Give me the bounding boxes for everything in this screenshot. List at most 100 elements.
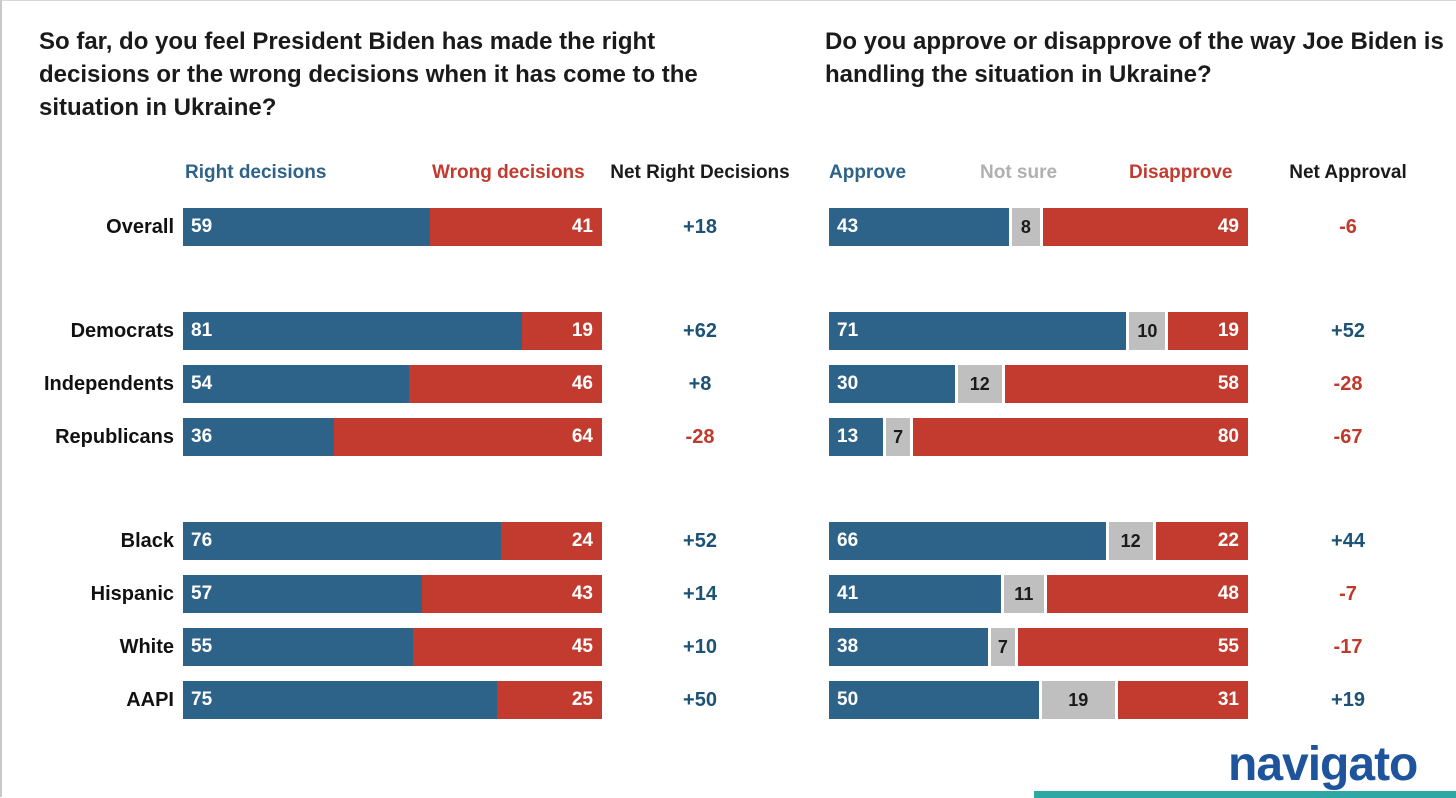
bar-value: 8 — [1020, 216, 1031, 237]
stacked-bar: 30 12 58 — [829, 365, 1248, 403]
net-value: +62 — [683, 319, 717, 342]
navigator-logo: navigato — [1228, 738, 1418, 791]
bar-rows-left: Overall 59 41 +18 Democrats 81 19 +62 Independen… — [13, 208, 809, 719]
stacked-bar: 57 43 — [183, 575, 602, 613]
bar-segment-disapprove: 22 — [1155, 522, 1248, 560]
stacked-bar: 75 25 — [183, 681, 602, 719]
bar-value: 81 — [191, 320, 213, 341]
bar-segment-right-decisions: 54 — [183, 365, 410, 403]
bar-value: 31 — [1217, 689, 1239, 710]
bar-value: 55 — [191, 636, 213, 657]
chart-row: Democrats 81 19 +62 — [13, 312, 809, 350]
chart-row: 30 12 58 -28 — [829, 365, 1448, 403]
stacked-bar: 55 45 — [183, 628, 602, 666]
category-label: Black — [120, 529, 174, 552]
net-value: -28 — [1333, 372, 1363, 395]
bar-segment-wrong-decisions: 24 — [501, 522, 602, 560]
group-spacer — [13, 471, 809, 522]
net-value: -17 — [1333, 635, 1363, 658]
bar-segment-right-decisions: 75 — [183, 681, 498, 719]
category-label: Democrats — [70, 319, 174, 342]
net-value: +50 — [683, 688, 717, 711]
bar-value: 10 — [1137, 320, 1158, 341]
chart-row: Republicans 36 64 -28 — [13, 418, 809, 456]
bar-segment-right-decisions: 36 — [183, 418, 334, 456]
category-label: Hispanic — [90, 582, 174, 605]
column-headers-right: Approve Not sure Disapprove Net Approval — [829, 162, 1448, 186]
bar-segment-not-sure: 7 — [988, 628, 1018, 666]
chart-row: Independents 54 46 +8 — [13, 365, 809, 403]
chart-row: 50 19 31 +19 — [829, 681, 1448, 719]
stacked-bar: 38 7 55 — [829, 628, 1248, 666]
stacked-bar: 66 12 22 — [829, 522, 1248, 560]
bar-value: 19 — [571, 320, 593, 341]
bar-segment-approve: 50 — [829, 681, 1039, 719]
net-value: -28 — [685, 425, 715, 448]
bar-segment-disapprove: 19 — [1168, 312, 1248, 350]
series-header-not-sure: Not sure — [980, 162, 1058, 183]
bar-segment-not-sure: 11 — [1000, 575, 1047, 613]
group-spacer — [829, 261, 1448, 312]
stacked-bar: 36 64 — [183, 418, 602, 456]
bar-value: 49 — [1217, 216, 1239, 237]
bar-segment-wrong-decisions: 25 — [497, 681, 602, 719]
bar-value: 48 — [1217, 583, 1239, 604]
bar-segment-right-decisions: 55 — [183, 628, 414, 666]
bar-value: 41 — [837, 583, 859, 604]
stacked-bar: 41 11 48 — [829, 575, 1248, 613]
bar-value: 41 — [571, 216, 593, 237]
bar-segment-right-decisions: 57 — [183, 575, 422, 613]
bar-value: 54 — [191, 373, 213, 394]
bar-segment-wrong-decisions: 41 — [430, 208, 602, 246]
bar-value: 57 — [191, 583, 213, 604]
chart-right-wrong-decisions: Right decisions Wrong decisions Net Righ… — [13, 162, 809, 734]
bar-segment-not-sure: 10 — [1126, 312, 1169, 350]
question-title-approval: Do you approve or disapprove of the way … — [825, 28, 1444, 88]
bar-rows-right: 43 8 49 -6 71 10 19 +52 30 12 58 -28 13 7 80 -67 66 12 22 +… — [829, 208, 1448, 719]
net-value: +18 — [683, 215, 717, 238]
net-value: +44 — [1331, 529, 1365, 552]
bar-segment-approve: 71 — [829, 312, 1127, 350]
bar-value: 71 — [837, 320, 859, 341]
bar-segment-disapprove: 58 — [1004, 365, 1248, 403]
bar-segment-wrong-decisions: 19 — [522, 312, 602, 350]
stacked-bar: 81 19 — [183, 312, 602, 350]
net-value: +52 — [1331, 319, 1365, 342]
net-value: +52 — [683, 529, 717, 552]
stacked-bar: 13 7 80 — [829, 418, 1248, 456]
bar-segment-wrong-decisions: 64 — [333, 418, 602, 456]
bar-value: 12 — [969, 373, 990, 394]
bar-value: 22 — [1217, 530, 1239, 551]
bar-value: 66 — [837, 530, 859, 551]
question-title-right-wrong: So far, do you feel President Biden has … — [39, 28, 698, 121]
bar-value: 43 — [571, 583, 593, 604]
column-headers-left: Right decisions Wrong decisions Net Righ… — [13, 162, 809, 186]
category-label: AAPI — [126, 688, 174, 711]
bar-value: 12 — [1120, 530, 1141, 551]
chart-approval: Approve Not sure Disapprove Net Approval… — [829, 162, 1448, 734]
category-label: Republicans — [55, 425, 174, 448]
category-label: Overall — [106, 215, 174, 238]
bar-segment-not-sure: 12 — [954, 365, 1005, 403]
stacked-bar: 59 41 — [183, 208, 602, 246]
group-spacer — [13, 261, 809, 312]
bar-value: 50 — [837, 689, 859, 710]
bar-value: 36 — [191, 426, 213, 447]
stacked-bar: 76 24 — [183, 522, 602, 560]
bar-segment-wrong-decisions: 43 — [421, 575, 602, 613]
chart-row: Overall 59 41 +18 — [13, 208, 809, 246]
bar-segment-right-decisions: 76 — [183, 522, 502, 560]
series-header-disapprove: Disapprove — [1129, 162, 1233, 183]
bar-value: 75 — [191, 689, 213, 710]
chart-row: 71 10 19 +52 — [829, 312, 1448, 350]
stacked-bar: 43 8 49 — [829, 208, 1248, 246]
net-value: -7 — [1339, 582, 1357, 605]
bar-value: 19 — [1217, 320, 1239, 341]
bar-segment-approve: 13 — [829, 418, 884, 456]
bar-value: 24 — [571, 530, 593, 551]
chart-row: 41 11 48 -7 — [829, 575, 1448, 613]
bar-value: 43 — [837, 216, 859, 237]
bar-value: 7 — [997, 636, 1008, 657]
bar-value: 59 — [191, 216, 213, 237]
